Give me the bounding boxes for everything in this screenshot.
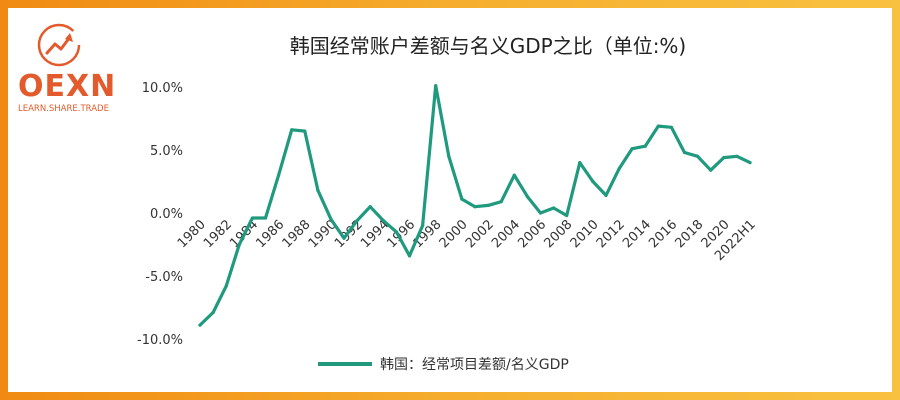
x-tick-label: 1986 xyxy=(253,217,287,251)
data-point xyxy=(316,188,320,192)
y-tick-label: 0.0% xyxy=(150,207,183,222)
data-point xyxy=(342,236,346,240)
oexn-logo: OEXN LEARN.SHARE.TRADE xyxy=(18,22,115,122)
series-layer xyxy=(198,84,752,327)
data-point xyxy=(512,173,516,177)
legend-swatch xyxy=(318,362,372,366)
data-point xyxy=(538,211,543,215)
x-tick-label: 2018 xyxy=(672,217,706,251)
y-tick-label: -5.0% xyxy=(145,270,183,285)
data-point xyxy=(604,193,608,197)
data-point xyxy=(394,230,399,234)
logo-tagline: LEARN.SHARE.TRADE xyxy=(18,104,109,114)
data-point xyxy=(709,168,713,172)
data-point xyxy=(669,125,674,129)
data-point xyxy=(551,206,556,210)
data-point xyxy=(276,173,281,177)
data-point xyxy=(578,161,582,165)
x-axis: 1980198219841986198819901992199419961998… xyxy=(175,217,759,264)
x-tick-label: 1998 xyxy=(411,217,445,251)
data-point xyxy=(355,218,359,223)
data-point xyxy=(630,147,634,151)
data-point xyxy=(303,129,307,133)
data-point xyxy=(198,323,202,327)
x-tick-label: 2012 xyxy=(594,217,628,251)
data-point xyxy=(682,150,687,155)
data-point xyxy=(656,124,660,128)
x-tick-label: 1980 xyxy=(175,217,209,251)
data-point xyxy=(591,179,595,184)
x-tick-label: 2014 xyxy=(620,217,654,251)
data-point xyxy=(617,167,621,171)
data-point xyxy=(329,217,333,221)
y-tick-label: 5.0% xyxy=(150,144,183,159)
growth-arrow-icon xyxy=(37,23,81,67)
y-tick-label: 10.0% xyxy=(142,81,183,96)
legend-label: 韩国：经常项目差额/名义GDP xyxy=(380,357,569,373)
x-tick-label: 1982 xyxy=(201,217,235,251)
data-point xyxy=(722,155,726,160)
data-point xyxy=(447,154,451,158)
x-tick-label: 2016 xyxy=(646,217,680,251)
x-tick-label: 2010 xyxy=(568,217,602,251)
x-tick-label: 2006 xyxy=(515,217,549,251)
data-point xyxy=(407,254,412,258)
data-point xyxy=(368,205,372,209)
data-point xyxy=(421,224,425,228)
data-point xyxy=(486,203,490,208)
data-point xyxy=(499,200,503,204)
data-point xyxy=(237,242,241,247)
data-point xyxy=(434,84,438,88)
data-point xyxy=(565,213,569,218)
x-tick-label: 1992 xyxy=(332,217,366,251)
x-tick-label: 2000 xyxy=(437,217,471,251)
x-tick-label: 2002 xyxy=(463,217,497,251)
data-point xyxy=(525,195,529,199)
chart-legend: 韩国：经常项目差额/名义GDP xyxy=(318,354,569,374)
data-point xyxy=(696,154,700,158)
x-tick-label: 1988 xyxy=(280,217,314,251)
data-point xyxy=(381,218,385,223)
data-point xyxy=(250,216,254,220)
y-axis: 10.0% 5.0% 0.0% -5.0% -10.0% xyxy=(137,81,183,348)
y-tick-label: -10.0% xyxy=(137,333,183,348)
chart-title: 韩国经常账户差额与名义GDP之比（单位:%) xyxy=(289,34,687,58)
data-point xyxy=(211,310,215,315)
chart-frame: OEXN LEARN.SHARE.TRADE 韩国经常账户差额与名义GDP之比（… xyxy=(8,8,892,392)
logo-wordmark: OEXN xyxy=(18,69,117,104)
x-tick-label: 2004 xyxy=(489,217,523,251)
data-point xyxy=(643,144,647,148)
data-point xyxy=(748,161,752,165)
data-point xyxy=(224,284,228,288)
data-point xyxy=(263,216,268,220)
data-point xyxy=(735,154,739,158)
x-tick-label: 2008 xyxy=(541,217,575,251)
data-point xyxy=(473,205,477,209)
data-point xyxy=(290,128,294,132)
data-point xyxy=(460,197,464,201)
